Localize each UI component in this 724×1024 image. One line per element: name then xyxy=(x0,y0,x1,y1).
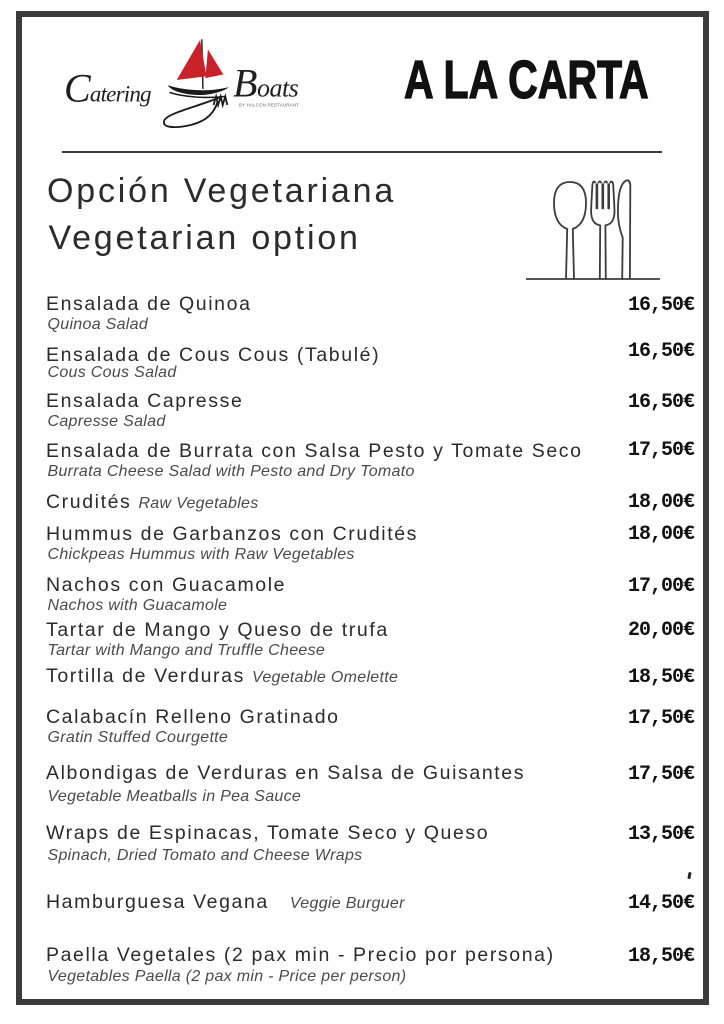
svg-text:Catering: Catering xyxy=(64,66,151,111)
svg-text:BY HALCON RESTAURANT: BY HALCON RESTAURANT xyxy=(239,103,299,108)
svg-text:Boats: Boats xyxy=(233,61,299,106)
